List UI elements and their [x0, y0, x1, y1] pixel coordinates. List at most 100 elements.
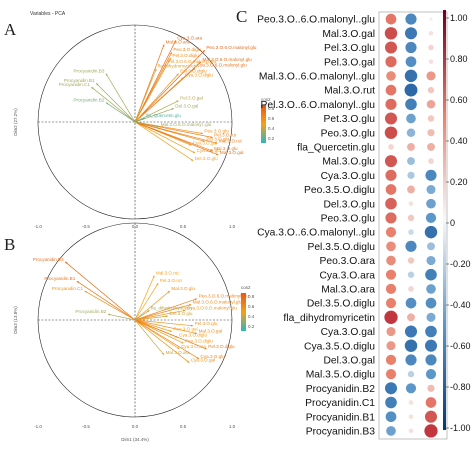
correlation-bubble: [384, 155, 398, 168]
vector-arrowhead: [202, 50, 205, 53]
vector: Mal.3.O.6.O.malonyl.glu: [134, 299, 243, 321]
matrix-row: fla_Quercetin.glu: [297, 143, 435, 154]
correlation-bubble: [427, 129, 435, 137]
row-label: fla_dihydromyricetin: [283, 313, 375, 324]
correlation-bubble: [426, 312, 436, 322]
vector-label: Cya.3.O.6.O.malonyl.glu: [197, 63, 247, 68]
vector-arrowhead: [181, 77, 184, 80]
vector: fla_dihydromyricetin: [134, 305, 192, 321]
vector-label: Cya.3.O.6.O.malonyl.glu: [187, 305, 237, 310]
vector: Del.3.O.diglu: [134, 69, 207, 123]
vector-arrowhead: [105, 73, 108, 76]
matrix-row: Peo.3.O.ara: [319, 255, 436, 267]
correlation-bubble: [385, 169, 397, 181]
colorbar-tick-label: -1.00: [450, 423, 471, 433]
row-label: Mal.3.O.rut: [324, 86, 375, 97]
legend-tick: 0.4: [268, 126, 275, 131]
vector-arrowhead: [91, 87, 94, 90]
vector-arrow: [134, 319, 200, 360]
colorbar-tick: -0.20: [446, 259, 471, 269]
vector-arrow: [134, 319, 198, 334]
correlation-bubble: [427, 86, 435, 94]
vector: Peo.3.O.6.O.malonyl.glu: [134, 45, 257, 123]
vector-arrowhead: [183, 309, 186, 312]
vector-label: Mal.3.O.rut: [219, 138, 242, 143]
correlation-bubble: [426, 284, 436, 294]
vector: Cya.3.O.gal: [134, 319, 215, 363]
correlation-bubble: [407, 257, 415, 264]
vector-label: Mal.3.O.rut: [156, 270, 179, 275]
vector-label: Mal.3.O.6.O.malonyl.glu: [193, 299, 243, 304]
vector: Mal.3.O.rut: [134, 270, 179, 321]
vector-arrowhead: [188, 304, 192, 307]
vector-label: Peo.3.O.6.O.malonyl.glu: [199, 294, 249, 299]
vector: Mal.3.O.6.O.malonyl..glu: [134, 121, 212, 128]
vector: Peo.3.O.6.O.malonyl.glu: [134, 294, 249, 321]
correlation-bubble: [427, 384, 435, 392]
vector-arrow: [76, 280, 136, 321]
correlation-bubble: [384, 27, 398, 40]
colorbar-gradient: [443, 10, 446, 430]
correlation-bubble: [406, 128, 416, 137]
vector-label: Procyanidin.C1: [52, 286, 84, 291]
correlation-bubble: [385, 298, 397, 309]
vector-label: Cya.3.O.diglu: [179, 332, 207, 337]
vector-arrow: [134, 121, 219, 156]
correlation-bubble: [384, 382, 398, 395]
correlation-bubble-matrix: Peo.3.O..6.O.malonyl..glu Mal.3.O.gal Pel.…: [257, 11, 448, 440]
correlation-bubble: [407, 157, 415, 166]
correlation-bubble: [405, 240, 417, 252]
matrix-row: Mal.3.O.glu: [322, 155, 434, 168]
legend-gradient: [261, 105, 266, 143]
row-label: Del.3.O.glu: [323, 199, 375, 210]
row-label: Peo.3.O.glu: [321, 214, 376, 225]
vector-arrowhead: [192, 151, 196, 154]
legend-title: cos2: [261, 97, 271, 102]
colorbar-tick-label: 0.40: [450, 136, 468, 146]
matrix-row: Peo.3.5.O.diglu: [304, 184, 436, 196]
correlation-bubble: [407, 171, 415, 179]
vector-label: Mal.3.O.gal: [199, 329, 223, 334]
vector-label: Procyanidin.B3: [33, 257, 64, 262]
vector-arrow: [134, 319, 172, 332]
vector: Procyanidin.B3: [73, 69, 136, 123]
legend-gradient: [241, 293, 246, 331]
correlation-bubble: [408, 428, 414, 434]
colorbar-tick-label: 0: [450, 218, 455, 228]
correlation-bubble: [428, 44, 434, 51]
pca-plot-dim1-dim3: Procyanidin.B3 Procyanidin.B1 Procyanidin.…: [33, 222, 249, 418]
vector: Procyanidin.B1: [64, 78, 136, 123]
legend-tick: 0.4: [248, 314, 255, 319]
matrix-row: Cya.3.O.ara: [319, 268, 437, 281]
correlation-bubble: [405, 41, 417, 54]
correlation-bubble: [386, 241, 396, 252]
vector-arrowhead: [210, 149, 213, 152]
row-label: Cya.3.O.ara: [319, 270, 375, 281]
correlation-bubble: [407, 313, 415, 322]
correlation-bubble: [405, 297, 417, 309]
vector-arrowhead: [192, 67, 196, 70]
correlation-bubble: [405, 383, 417, 394]
matrix-row: Procyanidin.C1: [305, 396, 437, 409]
legend-tick: 0.2: [268, 136, 275, 141]
vector-label: Del.3.O.glu: [195, 156, 218, 161]
vector-arrowhead: [210, 136, 213, 139]
vector-label: Mal.3.O.gal: [220, 150, 244, 155]
colorbar-tick: -1.00: [446, 423, 471, 433]
correlation-bubble: [424, 339, 438, 352]
vector-arrowhead: [156, 125, 160, 128]
vector-arrow: [134, 298, 198, 321]
vector-label: Cya.3.O.gal: [191, 358, 215, 363]
colorbar-tick-label: 0.60: [450, 95, 468, 105]
row-label: Procyanidin.B3: [306, 427, 376, 438]
vector-arrowhead: [216, 153, 219, 156]
vector-arrow: [134, 275, 155, 321]
matrix-row: fla_dihydromyricetin: [283, 310, 436, 324]
vector: Cya.3.O.glu: [134, 121, 221, 154]
vector-label: Procyanidin.B2: [75, 309, 106, 314]
vector-arrow: [95, 82, 136, 123]
vector-arrowhead: [65, 261, 68, 264]
row-label: Cya.3.5.O.diglu: [304, 341, 375, 352]
tick: 0.0: [132, 424, 139, 429]
vector-arrowhead: [190, 158, 194, 161]
